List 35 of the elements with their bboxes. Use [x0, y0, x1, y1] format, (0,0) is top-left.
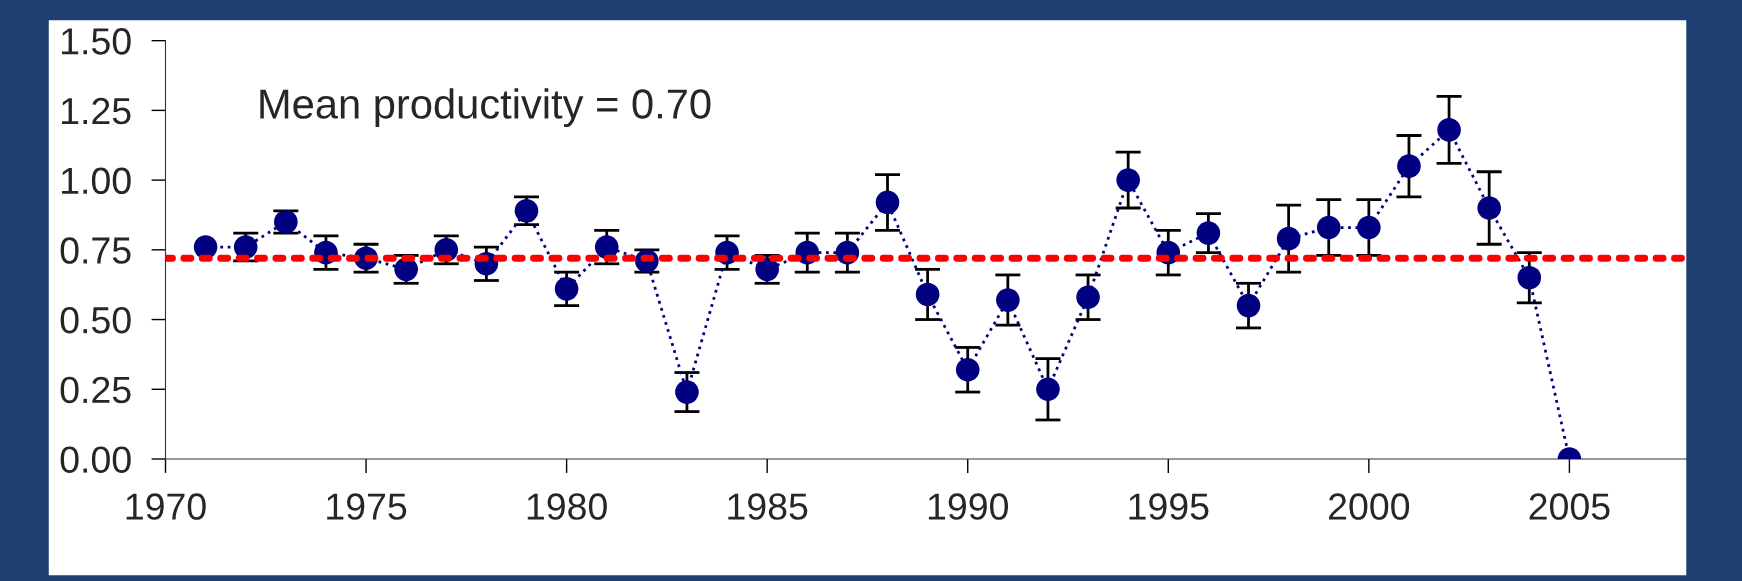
point	[675, 380, 699, 404]
point	[1437, 118, 1461, 142]
point	[1116, 168, 1140, 192]
y-tick-label: 1.00	[62, 167, 131, 195]
y-tick-label: 0.25	[60, 376, 131, 404]
x-tick-label: 1970	[126, 493, 206, 520]
point	[1076, 285, 1100, 310]
x-tick-label: 1975	[327, 493, 407, 520]
x-tick-label: 1980	[527, 493, 607, 520]
y-tick-label: 1.25	[62, 97, 131, 125]
point	[1276, 226, 1301, 251]
point	[875, 190, 900, 215]
point	[1316, 215, 1341, 240]
x-tick-label: 1985	[728, 493, 808, 520]
point	[1517, 265, 1542, 290]
y-tick-label: 1.50	[62, 28, 131, 55]
x-tick-label: 2005	[1529, 493, 1610, 520]
point	[996, 288, 1020, 312]
x-tick-label: 1990	[928, 493, 1008, 520]
point	[1196, 221, 1221, 245]
point	[1477, 196, 1501, 220]
annotation: Mean productivity = 0.70	[260, 88, 711, 128]
point	[955, 357, 980, 382]
point	[1036, 377, 1060, 402]
point	[1397, 154, 1421, 178]
point	[1357, 215, 1381, 240]
point	[915, 282, 940, 307]
y-tick-label: 0.50	[60, 306, 131, 334]
y-tick-label: 0.00	[60, 446, 131, 473]
y-tick-label: 0.75	[60, 237, 131, 264]
point	[554, 277, 579, 301]
point	[1236, 293, 1261, 318]
x-tick-label: 2000	[1329, 493, 1410, 520]
x-tick-label: 1995	[1129, 493, 1209, 520]
point	[594, 235, 619, 259]
